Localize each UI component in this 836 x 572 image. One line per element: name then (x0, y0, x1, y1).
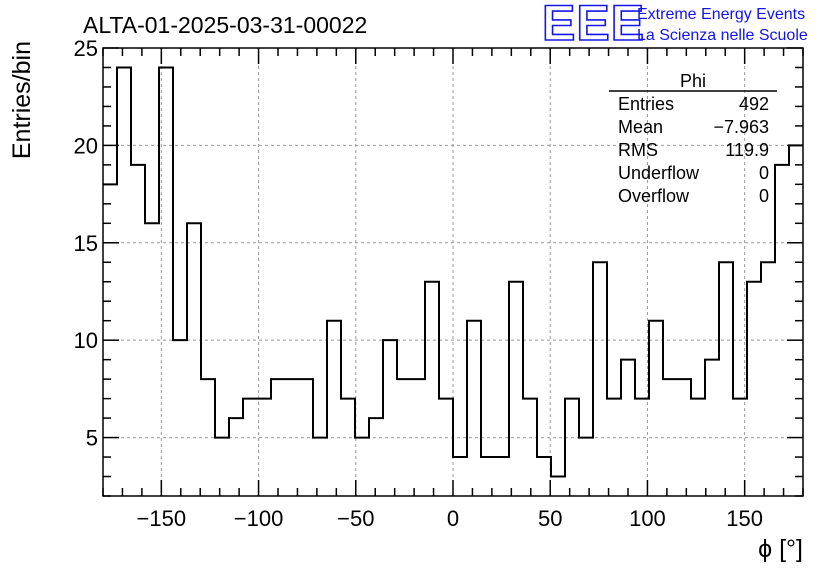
y-tick-label: 25 (74, 36, 98, 61)
stats-row-label: Underflow (618, 163, 700, 183)
x-tick-label: −50 (337, 506, 374, 531)
chart-title: ALTA-01-2025-03-31-00022 (83, 12, 367, 38)
x-tick-label: −150 (137, 506, 187, 531)
x-tick-labels: −150 −100 −50 0 50 100 150 (137, 506, 763, 531)
stats-row-value: 0 (759, 163, 769, 183)
stats-row-label: Entries (618, 94, 674, 114)
stats-row-value: 492 (739, 94, 769, 114)
stats-row-value: 0 (759, 186, 769, 206)
y-axis-title: Entries/bin (8, 41, 36, 159)
stats-row-label: RMS (618, 140, 658, 160)
x-tick-label: 50 (538, 506, 562, 531)
stats-box-title: Phi (680, 71, 706, 91)
axis-ticks (102, 47, 804, 497)
x-tick-label: −100 (234, 506, 284, 531)
y-tick-labels: 5 10 15 20 25 (74, 36, 98, 451)
eee-logo-text: EEE (542, 0, 645, 51)
stats-row-label: Mean (618, 117, 663, 137)
stats-box-rows: Entries 492 Mean −7.963 RMS 119.9 Underflow 0 Ov… (618, 94, 769, 206)
stats-row-value: −7.963 (713, 117, 769, 137)
x-tick-label: 100 (629, 506, 666, 531)
eee-logo: EEE Extreme Energy Events La Scienza nel… (541, 0, 808, 52)
brand-line-1: Extreme Energy Events (637, 6, 805, 23)
histogram-step-line (103, 66, 803, 478)
y-tick-label: 15 (74, 231, 98, 256)
brand-line-2: La Scienza nelle Scuole (637, 27, 808, 44)
x-tick-label: 0 (447, 506, 459, 531)
y-tick-label: 5 (86, 426, 98, 451)
stats-box: Phi Entries 492 Mean −7.963 RMS 119.9 Underflo… (609, 71, 777, 206)
x-tick-label: 150 (726, 506, 763, 531)
y-tick-label: 20 (74, 133, 98, 158)
x-axis-title: ϕ [°] (758, 535, 803, 563)
stats-row-label: Overflow (618, 186, 690, 206)
stats-row-value: 119.9 (725, 140, 769, 160)
y-tick-label: 10 (74, 328, 98, 353)
